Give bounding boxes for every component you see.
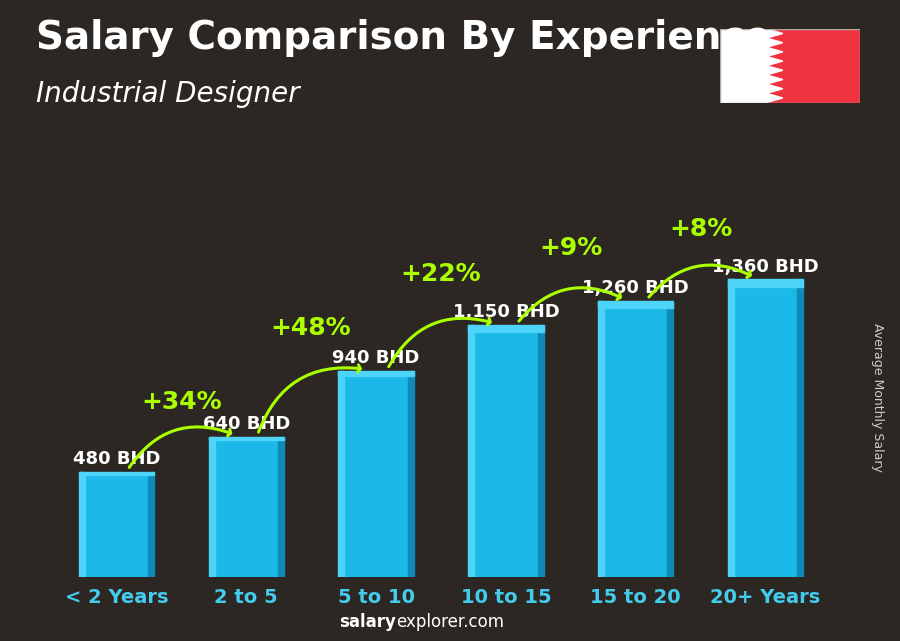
Bar: [728, 279, 734, 577]
Text: +34%: +34%: [141, 390, 221, 414]
Text: Salary Comparison By Experience: Salary Comparison By Experience: [36, 19, 770, 57]
Bar: [598, 301, 604, 577]
Bar: [408, 371, 414, 577]
Bar: [338, 371, 345, 577]
Bar: [468, 326, 544, 331]
Text: 480 BHD: 480 BHD: [73, 450, 160, 468]
Bar: [79, 472, 154, 577]
Text: salary: salary: [339, 613, 396, 631]
Text: 1,260 BHD: 1,260 BHD: [582, 279, 689, 297]
Text: Industrial Designer: Industrial Designer: [36, 80, 300, 108]
Text: +48%: +48%: [271, 316, 352, 340]
Text: +8%: +8%: [669, 217, 733, 241]
Bar: [598, 301, 673, 308]
Bar: [598, 301, 673, 577]
Text: 640 BHD: 640 BHD: [202, 415, 290, 433]
Text: 1,150 BHD: 1,150 BHD: [453, 303, 559, 322]
Text: 940 BHD: 940 BHD: [332, 349, 419, 367]
Text: 1,360 BHD: 1,360 BHD: [712, 258, 819, 276]
Bar: [209, 437, 284, 577]
Bar: [338, 371, 414, 577]
Bar: [537, 326, 544, 577]
Bar: [728, 279, 803, 577]
Text: +9%: +9%: [539, 237, 602, 260]
Text: Average Monthly Salary: Average Monthly Salary: [871, 323, 884, 472]
Bar: [209, 437, 284, 440]
Bar: [728, 279, 803, 287]
Bar: [468, 326, 474, 577]
Text: explorer.com: explorer.com: [396, 613, 504, 631]
Bar: [278, 437, 284, 577]
Bar: [338, 371, 414, 376]
Bar: [148, 472, 154, 577]
Polygon shape: [720, 29, 783, 103]
Bar: [468, 326, 544, 577]
Text: +22%: +22%: [400, 262, 482, 286]
Bar: [797, 279, 803, 577]
Bar: [79, 472, 154, 474]
Bar: [668, 301, 673, 577]
Bar: [79, 472, 85, 577]
Bar: [209, 437, 214, 577]
